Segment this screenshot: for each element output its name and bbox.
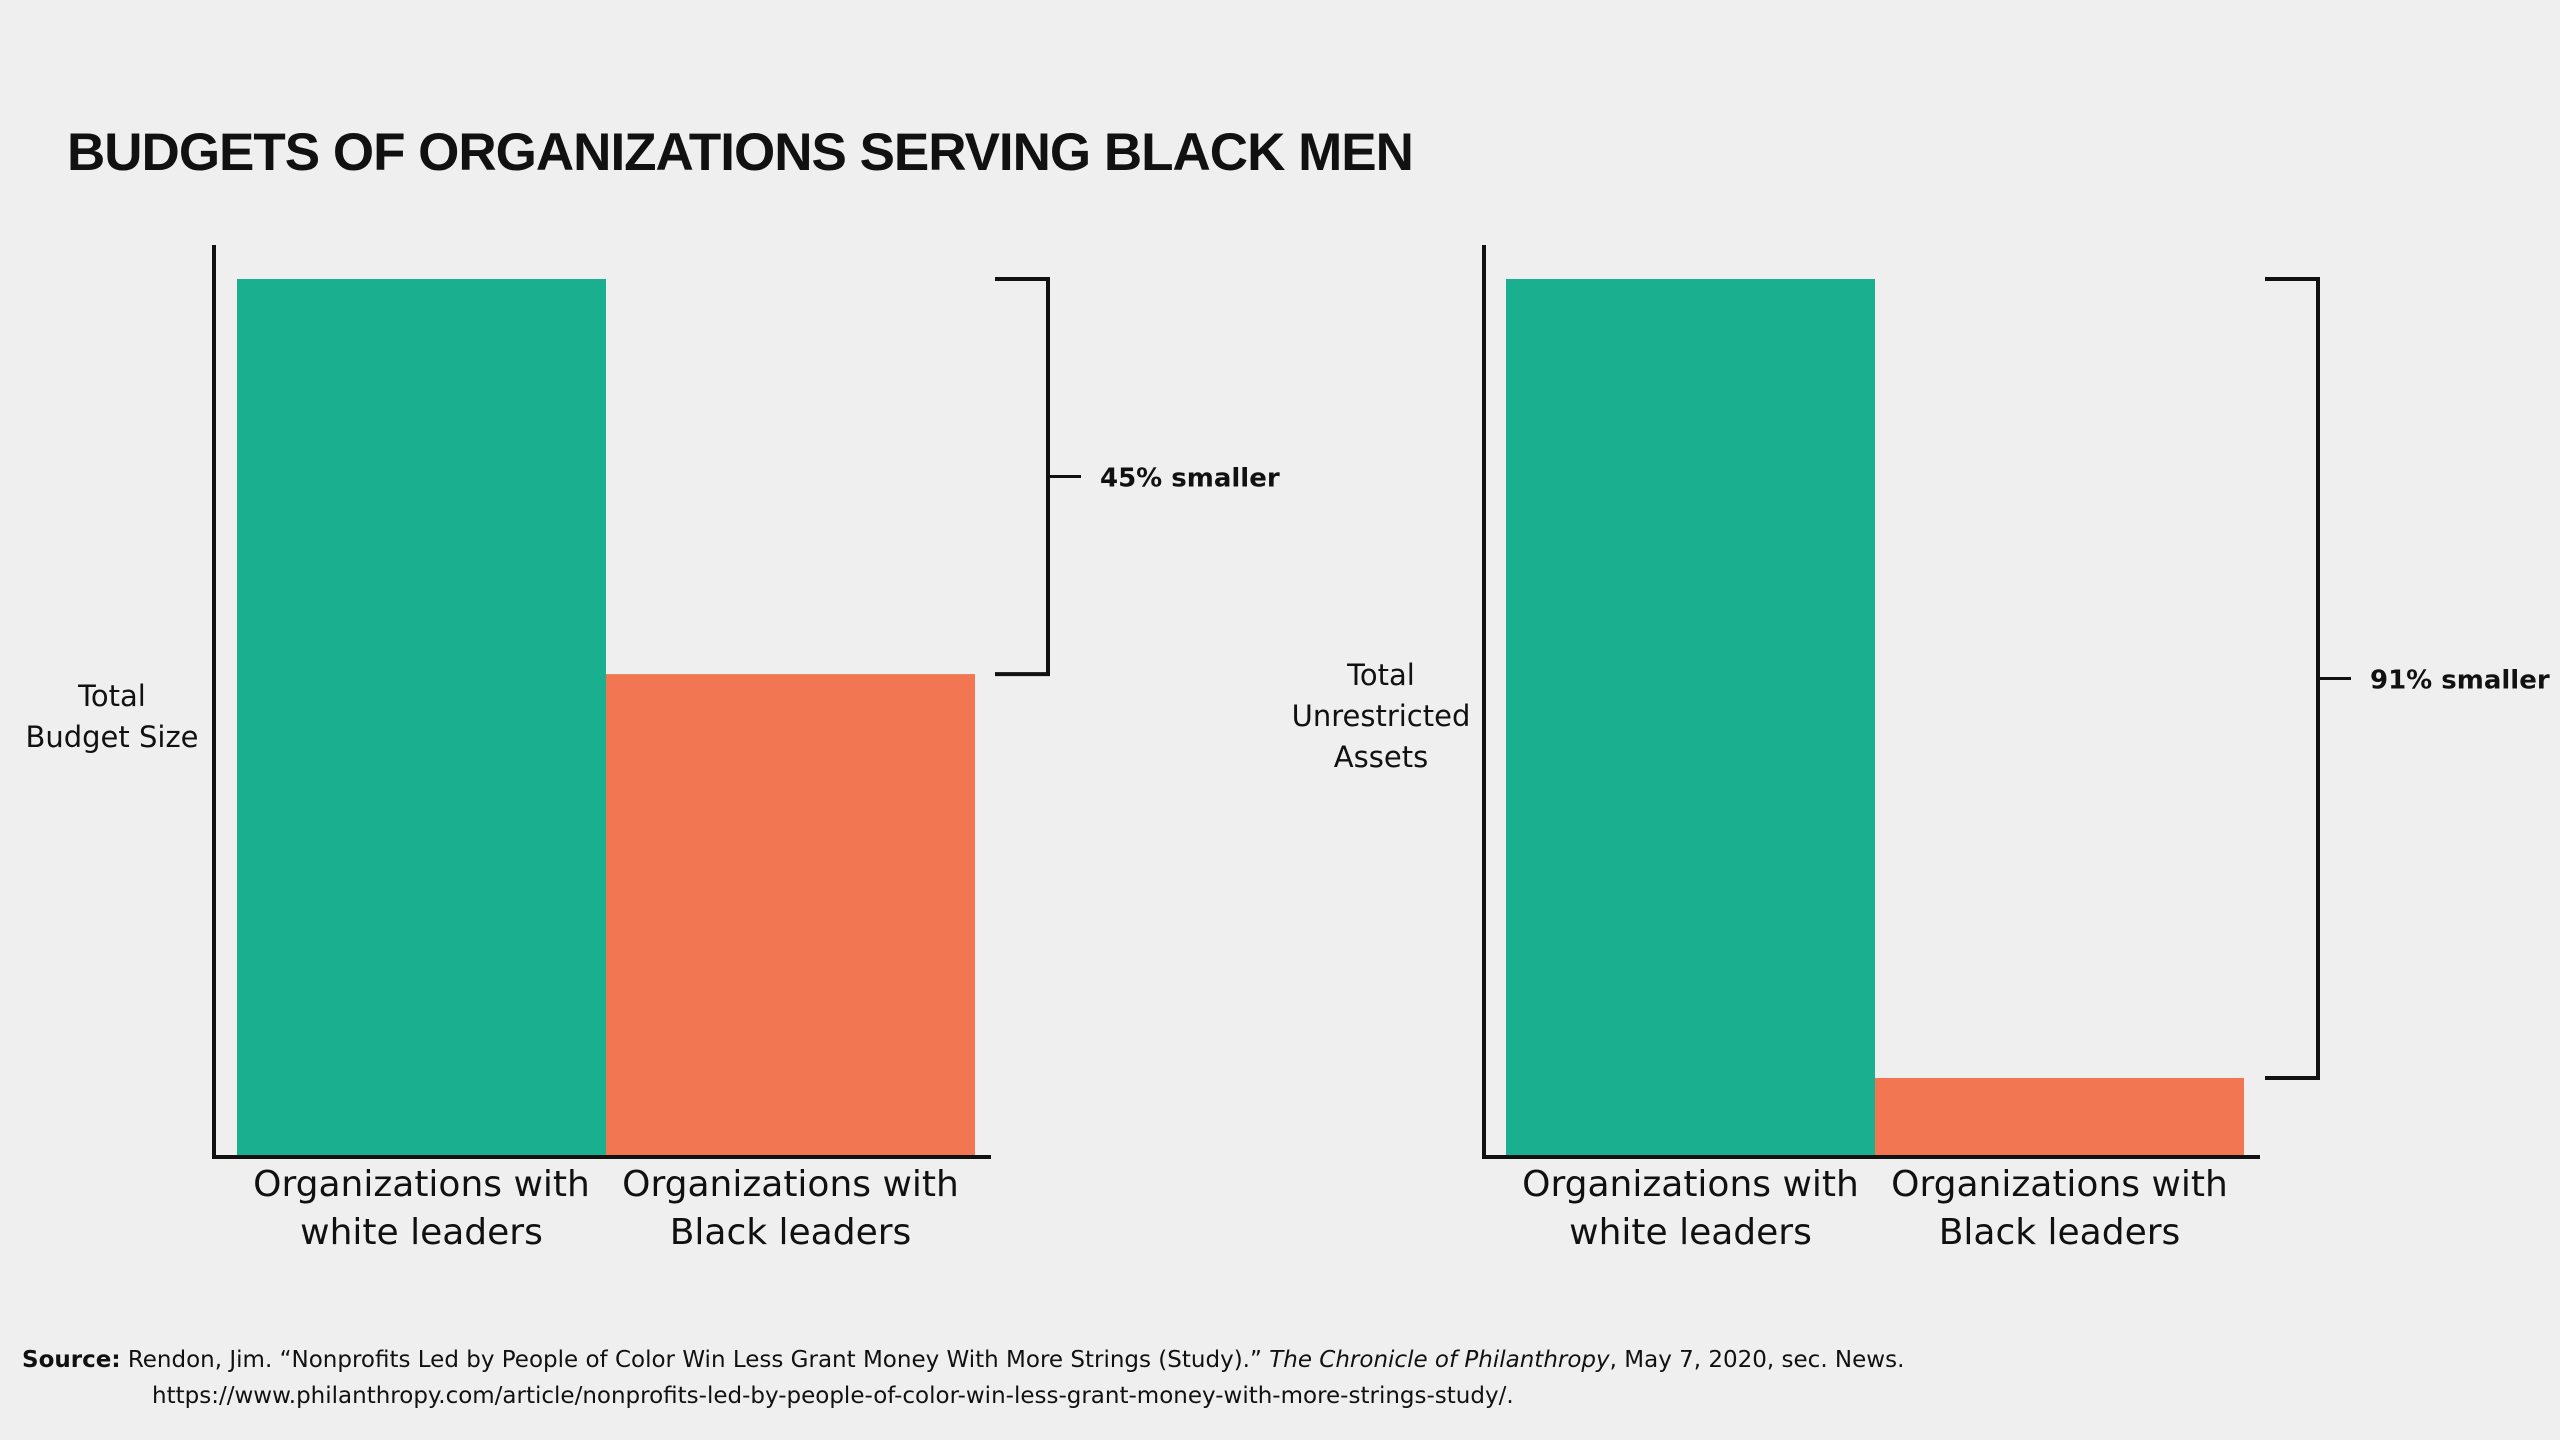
bar-white-leaders — [237, 279, 606, 1157]
y-axis-label-line: Total — [78, 679, 146, 713]
source-text-before: Rendon, Jim. “Nonprofits Led by People o… — [120, 1347, 1270, 1373]
x-tick-label: white leaders — [1569, 1212, 1812, 1253]
x-tick-label: Organizations with — [1891, 1164, 2228, 1205]
y-axis-label-line: Budget Size — [25, 720, 199, 754]
difference-annotation: 91% smaller — [2370, 665, 2550, 695]
y-axis-label-assets: Total Unrestricted Assets — [1281, 655, 1481, 778]
bar-black-leaders — [1875, 1077, 2244, 1157]
x-tick-label: Organizations with — [1522, 1164, 1859, 1205]
source-publication: The Chronicle of Philanthropy — [1269, 1347, 1610, 1373]
y-axis-label-line: Unrestricted — [1291, 699, 1471, 733]
source-text-after: , May 7, 2020, sec. News. — [1609, 1347, 1905, 1373]
bar-black-leaders — [606, 674, 975, 1157]
y-axis-label-line: Total — [1347, 658, 1415, 692]
difference-bracket — [2265, 277, 2320, 1080]
x-tick-label: white leaders — [300, 1212, 543, 1253]
bar-white-leaders — [1506, 279, 1875, 1157]
x-tick-label: Black leaders — [670, 1212, 912, 1253]
x-tick-label: Organizations with — [253, 1164, 590, 1205]
source-label: Source: — [22, 1347, 121, 1373]
difference-annotation: 45% smaller — [1100, 464, 1280, 494]
x-tick-label: Black leaders — [1939, 1212, 2181, 1253]
x-tick-label: Organizations with — [622, 1164, 959, 1205]
y-axis-label-budget: Total Budget Size — [12, 676, 212, 758]
source-url: https://www.philanthropy.com/article/non… — [152, 1383, 1514, 1409]
difference-bracket — [995, 277, 1050, 677]
source-citation: Source: Rendon, Jim. “Nonprofits Led by … — [22, 1342, 2522, 1414]
y-axis-label-line: Assets — [1333, 740, 1429, 774]
chart-title: BUDGETS OF ORGANIZATIONS SERVING BLACK M… — [67, 123, 1414, 182]
